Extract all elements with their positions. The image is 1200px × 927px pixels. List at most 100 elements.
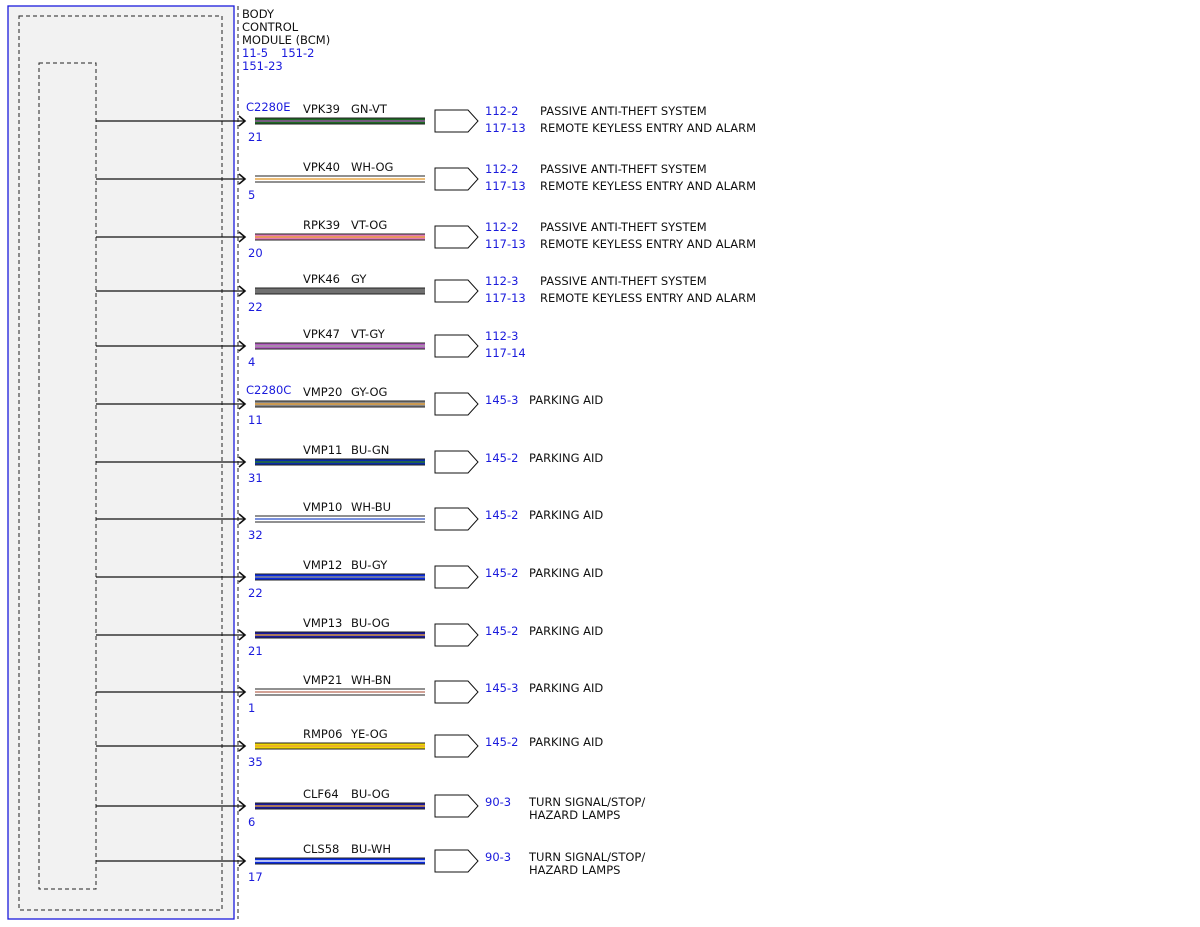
module-title-line-3: MODULE (BCM) [242,33,330,47]
circuit-id: VMP21 [303,673,342,687]
wire-color-code: BU-OG [351,616,390,630]
wire-color-code: VT-OG [351,218,387,232]
circuit-id: VMP13 [303,616,342,630]
pin-arrow-icon [238,800,247,812]
circuit-id: VPK47 [303,327,340,341]
system-description: PARKING AID [529,566,603,580]
system-description: PASSIVE ANTI-THEFT SYSTEM [540,104,707,118]
system-description: PASSIVE ANTI-THEFT SYSTEM [540,220,707,234]
pin-arrow-icon [238,686,247,698]
pin-arrow-icon [238,340,247,352]
circuit-id: RPK39 [303,218,340,232]
connector-end-icon [434,167,479,191]
module-ref-link[interactable]: 151-23 [242,59,283,73]
pin-arrow-icon [238,571,247,583]
page-ref-link[interactable]: 90-3 [485,850,511,864]
pin-arrow-icon [238,629,247,641]
wire-color-code: BU-GN [351,443,389,457]
module-ref-link[interactable]: 11-5 [242,46,268,60]
circuit-id: VMP10 [303,500,342,514]
system-description: PARKING AID [529,681,603,695]
module-title-line-2: CONTROL [242,20,299,34]
wire-color-code: VT-GY [351,327,386,341]
connector-end-icon [434,109,479,133]
page-ref-link[interactable]: 112-2 [485,104,518,118]
pin-arrow-icon [238,285,247,297]
wire-stripe-color [255,576,425,578]
wire-color-code: BU-OG [351,787,390,801]
circuit-id: RMP06 [303,727,342,741]
page-ref-link[interactable]: 112-3 [485,274,518,288]
pin-arrow-icon [238,513,247,525]
page-ref-link[interactable]: 145-2 [485,624,518,638]
circuit-id: VPK39 [303,102,340,116]
wire-stripe-color [255,745,425,747]
circuit-id: VMP20 [303,385,342,399]
connector-end-icon [434,623,479,647]
page-ref-link[interactable]: 117-14 [485,346,526,360]
pin-arrow-icon [238,855,247,867]
wire-stripe-color [255,805,425,807]
pin-number: 17 [248,870,263,884]
connector-end-icon [434,279,479,303]
system-description: HAZARD LAMPS [529,863,620,877]
page-ref-link[interactable]: 145-2 [485,735,518,749]
wire-stripe-color [255,518,425,520]
page-ref-link[interactable]: 117-13 [485,291,526,305]
page-ref-link[interactable]: 112-3 [485,329,518,343]
page-ref-link[interactable]: 117-13 [485,121,526,135]
page-ref-link[interactable]: 145-3 [485,681,518,695]
pin-number: 21 [248,130,263,144]
wire-stripe-color [255,860,425,862]
pin-number: 22 [248,586,263,600]
circuit-id: VPK46 [303,272,340,286]
wire-stripe-color [255,461,425,463]
page-ref-link[interactable]: 112-2 [485,220,518,234]
circuit-id: CLF64 [303,787,339,801]
pin-number: 22 [248,300,263,314]
wire-color-code: GN-VT [351,102,388,116]
connector-end-icon [434,507,479,531]
wire-color-code: YE-OG [350,727,388,741]
wire-color-code: WH-BU [351,500,391,514]
page-ref-link[interactable]: 145-2 [485,451,518,465]
system-description: PARKING AID [529,508,603,522]
page-ref-link[interactable]: 112-2 [485,162,518,176]
system-description: REMOTE KEYLESS ENTRY AND ALARM [540,237,756,251]
system-description: PARKING AID [529,624,603,638]
page-ref-link[interactable]: 117-13 [485,179,526,193]
page-ref-link[interactable]: 145-2 [485,566,518,580]
system-description: PARKING AID [529,393,603,407]
page-ref-link[interactable]: 145-3 [485,393,518,407]
wire-color-code: GY-OG [351,385,387,399]
bcm-inner-dashed-outline [18,15,223,911]
connector-end-icon [434,849,479,873]
page-ref-link[interactable]: 90-3 [485,795,511,809]
connector-label[interactable]: C2280C [246,383,291,397]
connector-label[interactable]: C2280E [246,100,291,114]
system-description: PARKING AID [529,735,603,749]
system-description: REMOTE KEYLESS ENTRY AND ALARM [540,121,756,135]
wire-stripe-color [255,120,425,122]
circuit-list: C2280E VPK39 GN-VT 21 112-2 117-13 PASSIVE ANT… [96,100,756,884]
connector-end-icon [434,392,479,416]
connector-end-icon [434,565,479,589]
system-description: HAZARD LAMPS [529,808,620,822]
wire-stripe-color [255,403,425,405]
system-description: REMOTE KEYLESS ENTRY AND ALARM [540,179,756,193]
circuit-id: VPK40 [303,160,340,174]
pin-arrow-icon [238,231,247,243]
pin-arrow-icon [238,115,247,127]
wire-stripe-color [255,634,425,636]
module-ref-link[interactable]: 151-2 [281,46,314,60]
system-description: PASSIVE ANTI-THEFT SYSTEM [540,162,707,176]
pin-number: 31 [248,471,263,485]
circuit-id: VMP11 [303,443,342,457]
pin-number: 32 [248,528,263,542]
page-ref-link[interactable]: 117-13 [485,237,526,251]
system-description: REMOTE KEYLESS ENTRY AND ALARM [540,291,756,305]
pin-arrow-icon [238,173,247,185]
page-ref-link[interactable]: 145-2 [485,508,518,522]
system-description: PASSIVE ANTI-THEFT SYSTEM [540,274,707,288]
